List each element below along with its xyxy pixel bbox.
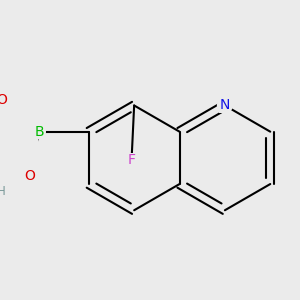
Text: N: N (220, 98, 230, 112)
Circle shape (23, 170, 36, 182)
Text: F: F (128, 154, 136, 167)
Circle shape (218, 98, 232, 113)
Circle shape (0, 184, 8, 199)
Text: O: O (0, 93, 7, 107)
Circle shape (125, 154, 138, 167)
Text: O: O (24, 169, 35, 183)
Circle shape (0, 94, 8, 106)
Text: B: B (34, 125, 44, 139)
Text: H: H (0, 185, 5, 198)
Circle shape (33, 125, 45, 138)
